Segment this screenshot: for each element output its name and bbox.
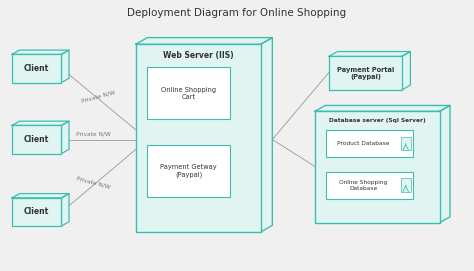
Polygon shape <box>12 50 69 54</box>
Polygon shape <box>12 121 69 125</box>
Text: Online Shopping
Cart: Online Shopping Cart <box>161 87 216 100</box>
Text: Database server (Sql Server): Database server (Sql Server) <box>329 118 426 123</box>
FancyBboxPatch shape <box>326 130 413 157</box>
FancyBboxPatch shape <box>315 111 439 223</box>
Polygon shape <box>315 105 450 111</box>
Text: Payment Portal
(Paypal): Payment Portal (Paypal) <box>337 67 394 80</box>
Polygon shape <box>439 105 450 223</box>
FancyBboxPatch shape <box>136 44 261 232</box>
FancyBboxPatch shape <box>12 125 62 154</box>
Polygon shape <box>62 121 69 154</box>
Text: Payment Getway
(Paypal): Payment Getway (Paypal) <box>160 164 217 178</box>
FancyBboxPatch shape <box>329 56 402 90</box>
Polygon shape <box>62 193 69 226</box>
Text: Client: Client <box>24 64 49 73</box>
Text: Client: Client <box>24 135 49 144</box>
FancyBboxPatch shape <box>326 172 413 199</box>
FancyBboxPatch shape <box>147 145 230 197</box>
FancyBboxPatch shape <box>401 178 411 192</box>
FancyBboxPatch shape <box>147 67 230 120</box>
Text: Private N/W: Private N/W <box>81 90 116 104</box>
Polygon shape <box>62 50 69 83</box>
Text: Private N/W: Private N/W <box>76 176 111 189</box>
Text: Web Server (IIS): Web Server (IIS) <box>163 51 233 60</box>
Text: Online Shopping
Database: Online Shopping Database <box>339 180 388 191</box>
FancyBboxPatch shape <box>12 198 62 226</box>
Text: Private N/W: Private N/W <box>76 132 110 137</box>
FancyBboxPatch shape <box>12 54 62 83</box>
Polygon shape <box>402 51 410 90</box>
Polygon shape <box>136 38 273 44</box>
Polygon shape <box>261 38 273 232</box>
Text: Deployment Diagram for Online Shopping: Deployment Diagram for Online Shopping <box>128 8 346 18</box>
Text: Product Database: Product Database <box>337 141 390 146</box>
Text: Client: Client <box>24 207 49 217</box>
FancyBboxPatch shape <box>401 137 411 150</box>
Polygon shape <box>329 51 410 56</box>
Polygon shape <box>12 193 69 198</box>
